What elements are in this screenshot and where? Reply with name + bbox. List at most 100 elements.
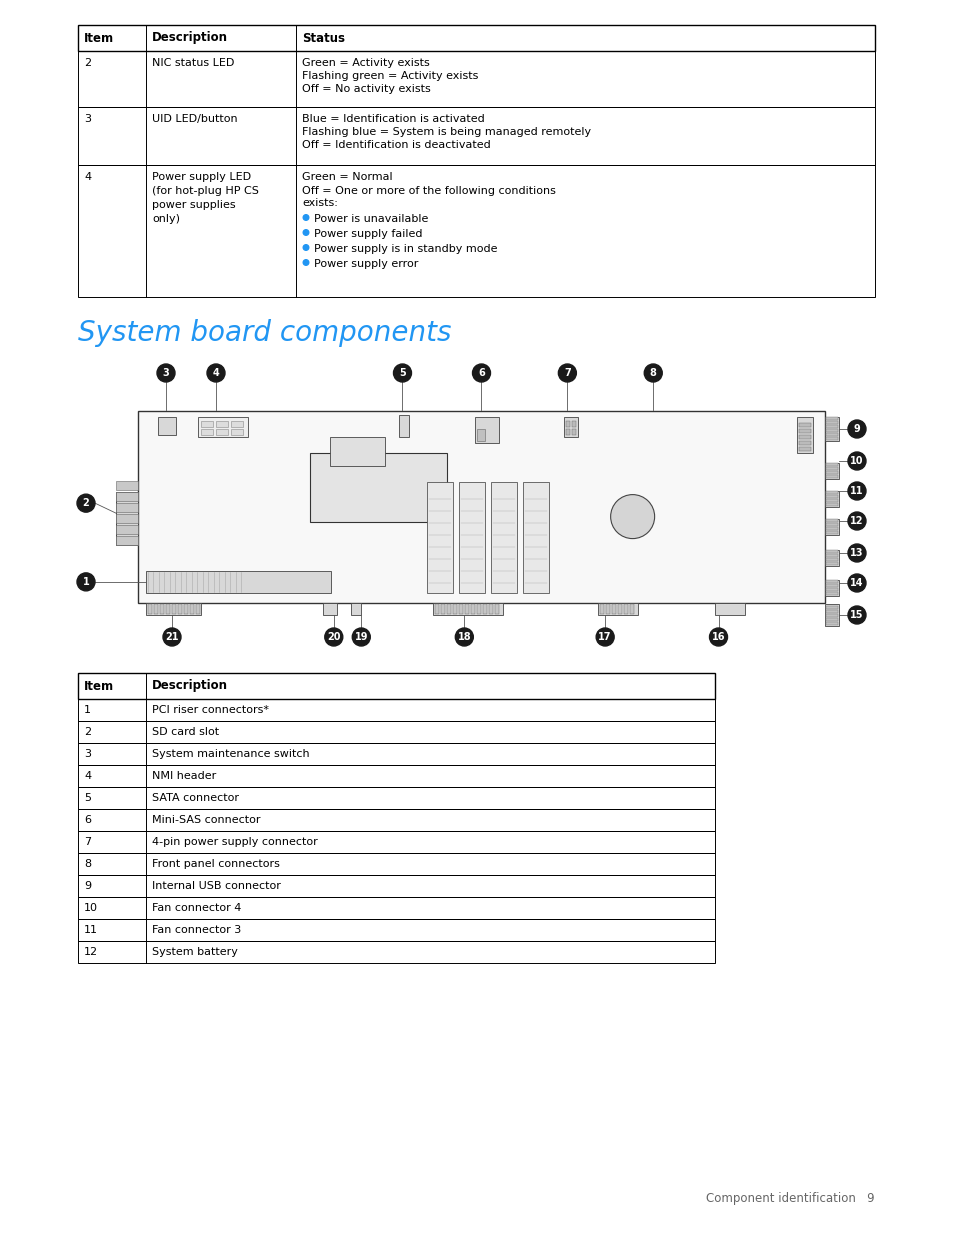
Bar <box>825 433 837 436</box>
Text: 21: 21 <box>165 632 178 642</box>
Text: 2: 2 <box>84 727 91 737</box>
Bar <box>825 622 837 625</box>
Text: 5: 5 <box>398 368 405 378</box>
Bar <box>458 482 484 593</box>
Bar <box>231 429 243 435</box>
Text: exists:: exists: <box>302 198 337 207</box>
Text: NIC status LED: NIC status LED <box>152 58 234 68</box>
Circle shape <box>303 215 309 220</box>
Circle shape <box>847 543 865 562</box>
Text: 16: 16 <box>711 632 724 642</box>
Bar <box>116 515 138 524</box>
Text: Power supply is in standby mode: Power supply is in standby mode <box>314 245 497 254</box>
Bar <box>476 429 484 441</box>
Bar <box>231 421 243 427</box>
Text: Fan connector 4: Fan connector 4 <box>152 903 241 913</box>
Bar <box>824 519 838 535</box>
Bar <box>148 604 152 614</box>
Bar <box>215 421 228 427</box>
Bar <box>78 809 714 831</box>
Text: Off = One or more of the following conditions: Off = One or more of the following condi… <box>302 186 556 196</box>
Text: 10: 10 <box>849 456 862 466</box>
Circle shape <box>847 420 865 438</box>
Bar <box>825 562 837 564</box>
Text: 20: 20 <box>327 632 340 642</box>
Bar <box>796 417 812 453</box>
Bar <box>78 165 874 296</box>
Bar <box>138 411 824 603</box>
Circle shape <box>303 230 309 236</box>
Bar <box>489 604 493 614</box>
Circle shape <box>352 629 370 646</box>
Bar <box>825 614 837 618</box>
Bar <box>825 495 837 498</box>
Bar <box>78 699 714 721</box>
Bar <box>825 531 837 534</box>
Text: Component identification   9: Component identification 9 <box>705 1192 874 1205</box>
Bar <box>825 527 837 530</box>
Bar <box>618 604 621 614</box>
Bar <box>630 604 634 614</box>
Bar <box>799 441 810 445</box>
Text: 2: 2 <box>83 498 90 508</box>
Bar <box>565 421 569 427</box>
Text: 14: 14 <box>849 578 862 588</box>
Circle shape <box>393 364 411 382</box>
Circle shape <box>163 629 181 646</box>
Text: System battery: System battery <box>152 947 237 957</box>
Bar <box>178 604 182 614</box>
Text: 4: 4 <box>84 771 91 781</box>
Bar <box>433 603 503 615</box>
Circle shape <box>709 629 727 646</box>
Text: 8: 8 <box>84 860 91 869</box>
Bar <box>799 424 810 427</box>
Bar <box>476 604 481 614</box>
Bar <box>563 417 578 437</box>
Bar <box>310 453 447 522</box>
Text: System board components: System board components <box>78 319 451 347</box>
Circle shape <box>157 364 174 382</box>
Text: Power supply failed: Power supply failed <box>314 228 422 240</box>
Text: 13: 13 <box>849 548 862 558</box>
Bar <box>825 503 837 506</box>
Circle shape <box>847 606 865 624</box>
Bar <box>447 604 451 614</box>
Text: SD card slot: SD card slot <box>152 727 219 737</box>
Bar <box>78 897 714 919</box>
Bar <box>799 429 810 433</box>
Bar <box>190 604 193 614</box>
Bar <box>475 417 498 443</box>
Text: 9: 9 <box>853 424 860 433</box>
Text: PCI riser connectors*: PCI riser connectors* <box>152 705 269 715</box>
Circle shape <box>847 452 865 471</box>
Bar <box>158 417 175 435</box>
Bar <box>825 475 837 478</box>
Bar <box>78 876 714 897</box>
Text: Fan connector 3: Fan connector 3 <box>152 925 241 935</box>
Bar <box>825 437 837 440</box>
Text: 4-pin power supply connector: 4-pin power supply connector <box>152 837 317 847</box>
Text: 11: 11 <box>84 925 98 935</box>
Text: 4: 4 <box>84 172 91 182</box>
Text: 1: 1 <box>83 577 90 587</box>
Text: 3: 3 <box>84 748 91 760</box>
Bar <box>78 831 714 853</box>
Text: Description: Description <box>152 32 228 44</box>
Bar <box>825 588 837 592</box>
Bar <box>612 604 616 614</box>
Bar <box>453 604 456 614</box>
Text: Blue = Identification is activated
Flashing blue = System is being managed remot: Blue = Identification is activated Flash… <box>302 114 591 151</box>
Bar <box>435 604 439 614</box>
Text: Power supply LED
(for hot-plug HP CS
power supplies
only): Power supply LED (for hot-plug HP CS pow… <box>152 172 258 224</box>
Text: 12: 12 <box>849 516 862 526</box>
Bar <box>825 610 837 613</box>
Bar <box>184 604 188 614</box>
Bar <box>799 435 810 438</box>
Text: 5: 5 <box>84 793 91 803</box>
Text: NMI header: NMI header <box>152 771 216 781</box>
Bar <box>825 519 837 522</box>
Bar <box>78 721 714 743</box>
Bar <box>166 604 170 614</box>
Circle shape <box>303 245 309 251</box>
Circle shape <box>472 364 490 382</box>
